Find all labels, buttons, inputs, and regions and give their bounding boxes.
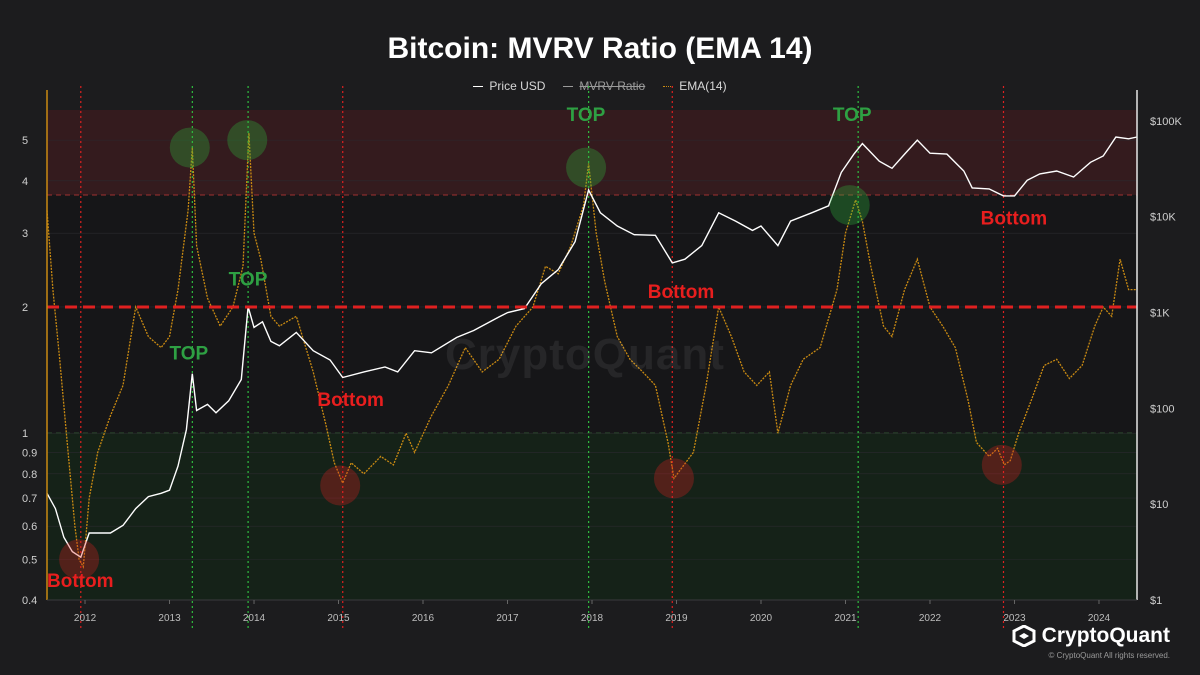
y-right-tick-label: $10: [1150, 499, 1168, 511]
y-left-tick-label: 0.8: [22, 469, 37, 481]
y-right-tick-label: $10K: [1150, 212, 1176, 224]
y-left-tick-label: 4: [22, 176, 28, 188]
y-left-tick-label: 0.4: [22, 595, 37, 607]
ema-line: [46, 132, 1137, 569]
copyright-text: © CryptoQuant All rights reserved.: [1048, 651, 1171, 660]
bottom-annotation: Bottom: [47, 571, 113, 592]
y-right-tick-label: $100K: [1150, 116, 1182, 128]
top-annotation: TOP: [229, 270, 268, 291]
y-left-tick-label: 0.6: [22, 521, 37, 533]
cryptoquant-logo-icon: [1012, 625, 1036, 647]
legend-swatch-ema: [663, 85, 674, 87]
x-tick-label: 2018: [581, 613, 604, 624]
bottom-annotation: Bottom: [317, 390, 383, 411]
top-marker: [227, 120, 268, 161]
x-tick-label: 2013: [158, 613, 181, 624]
y-right-tick-label: $1K: [1150, 308, 1170, 320]
legend-label-mvrv: MVRV Ratio: [579, 79, 646, 93]
y-right-tick-label: $1: [1150, 595, 1162, 607]
x-tick-label: 2023: [1003, 613, 1026, 624]
x-tick-label: 2022: [919, 613, 942, 624]
bottom-marker: [653, 458, 694, 499]
bottom-marker: [981, 444, 1022, 485]
top-annotation: TOP: [833, 105, 872, 126]
bottom-annotation: Bottom: [981, 208, 1047, 229]
top-annotation: TOP: [170, 343, 209, 364]
chart-title: Bitcoin: MVRV Ratio (EMA 14): [387, 32, 813, 65]
y-left-tick-label: 0.9: [22, 447, 37, 459]
top-marker: [829, 185, 870, 226]
legend-item-mvrv[interactable]: MVRV Ratio: [563, 79, 645, 93]
bottom-annotation: Bottom: [648, 282, 714, 303]
bottom-marker: [320, 465, 361, 506]
y-left-tick-label: 2: [22, 302, 28, 314]
price-line: [46, 136, 1138, 559]
legend-label-price: Price USD: [489, 79, 546, 93]
chart-legend: Price USD MVRV Ratio EMA(14): [0, 79, 1200, 93]
x-tick-label: 2014: [243, 613, 266, 624]
x-tick-label: 2020: [750, 613, 773, 624]
x-tick-label: 2015: [327, 613, 350, 624]
watermark: CryptoQuant: [445, 330, 725, 379]
x-tick-label: 2019: [665, 613, 688, 624]
legend-swatch-mvrv: [563, 85, 574, 87]
y-left-tick-label: 3: [22, 228, 28, 240]
legend-item-price[interactable]: Price USD: [473, 79, 545, 93]
bottom-zone: [47, 433, 1137, 600]
y-right-tick-label: $100: [1150, 403, 1174, 415]
x-tick-label: 2016: [412, 613, 435, 624]
x-tick-label: 2017: [496, 613, 519, 624]
bottom-marker: [59, 539, 100, 580]
legend-swatch-price: [473, 85, 484, 87]
top-marker: [169, 127, 210, 168]
y-left-tick-label: 1: [22, 428, 28, 440]
top-marker: [566, 147, 607, 188]
legend-label-ema: EMA(14): [679, 79, 727, 93]
top-annotation: TOP: [567, 105, 606, 126]
y-left-tick-label: 0.7: [22, 493, 37, 505]
y-left-tick-label: 5: [22, 135, 28, 147]
x-tick-label: 2024: [1088, 613, 1111, 624]
legend-item-ema[interactable]: EMA(14): [663, 79, 727, 93]
cryptoquant-logo: CryptoQuant: [1012, 624, 1170, 648]
x-tick-label: 2021: [834, 613, 857, 624]
y-left-tick-label: 0.5: [22, 554, 37, 566]
logo-text: CryptoQuant: [1041, 624, 1170, 647]
x-tick-label: 2012: [74, 613, 97, 624]
